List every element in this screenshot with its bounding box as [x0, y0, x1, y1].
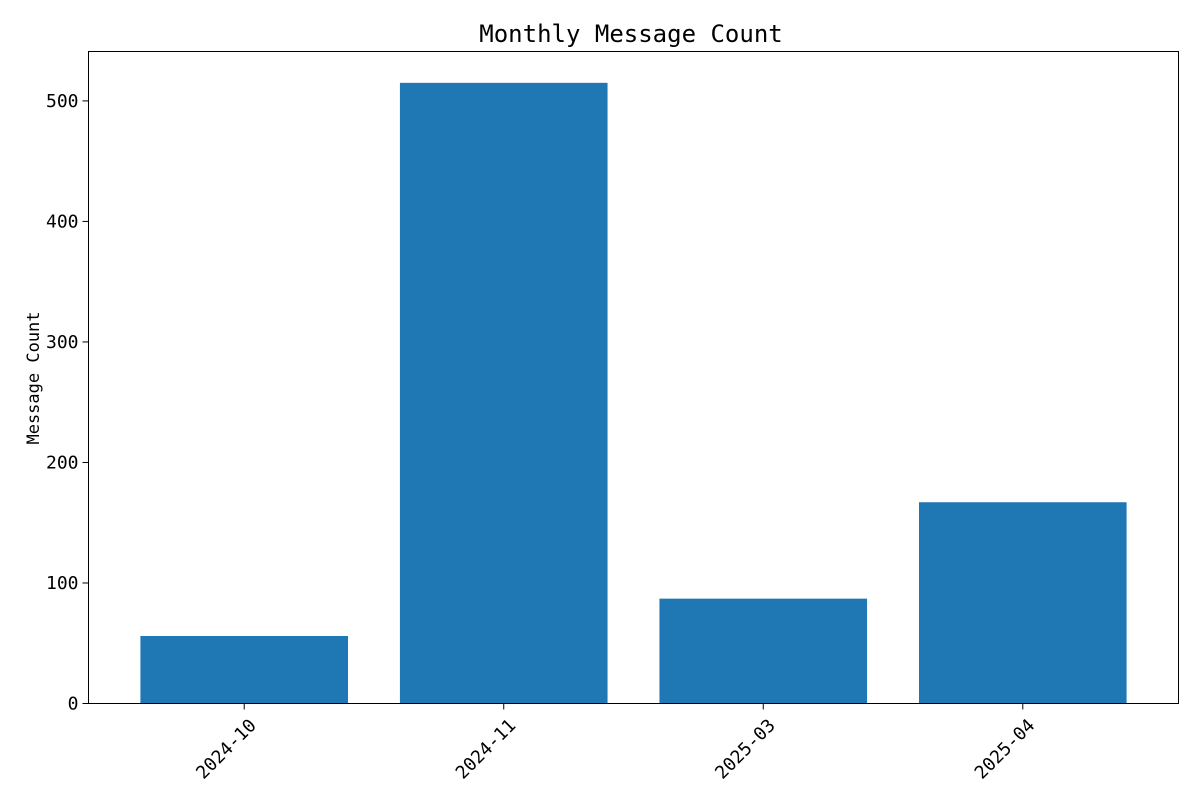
bar-2025-04 [918, 502, 1127, 704]
y-tick-label: 0 [68, 694, 79, 715]
x-tick-label: 2024-11 [452, 715, 520, 783]
bars-layer [140, 82, 1127, 704]
x-tick-label: 2025-03 [711, 715, 779, 783]
bar-2024-10 [140, 636, 349, 704]
plot-frame [88, 51, 1179, 704]
x-tick-label: 2025-04 [971, 715, 1039, 783]
y-tick-label: 400 [46, 211, 79, 232]
x-axis: 2024-10 2024-11 2025-03 2025-04 [192, 703, 1039, 784]
y-tick-label: 100 [46, 573, 79, 594]
x-tick-label: 2024-10 [192, 715, 260, 783]
y-tick-label: 500 [46, 91, 79, 112]
y-axis-label: Message Count [24, 311, 44, 444]
bar-2025-03 [659, 598, 868, 704]
y-tick-label: 200 [46, 452, 79, 473]
bar-2024-11 [399, 82, 608, 704]
y-axis: 0 100 200 300 400 500 [46, 91, 89, 715]
chart-title: Monthly Message Count [479, 20, 782, 48]
y-tick-label: 300 [46, 332, 79, 353]
